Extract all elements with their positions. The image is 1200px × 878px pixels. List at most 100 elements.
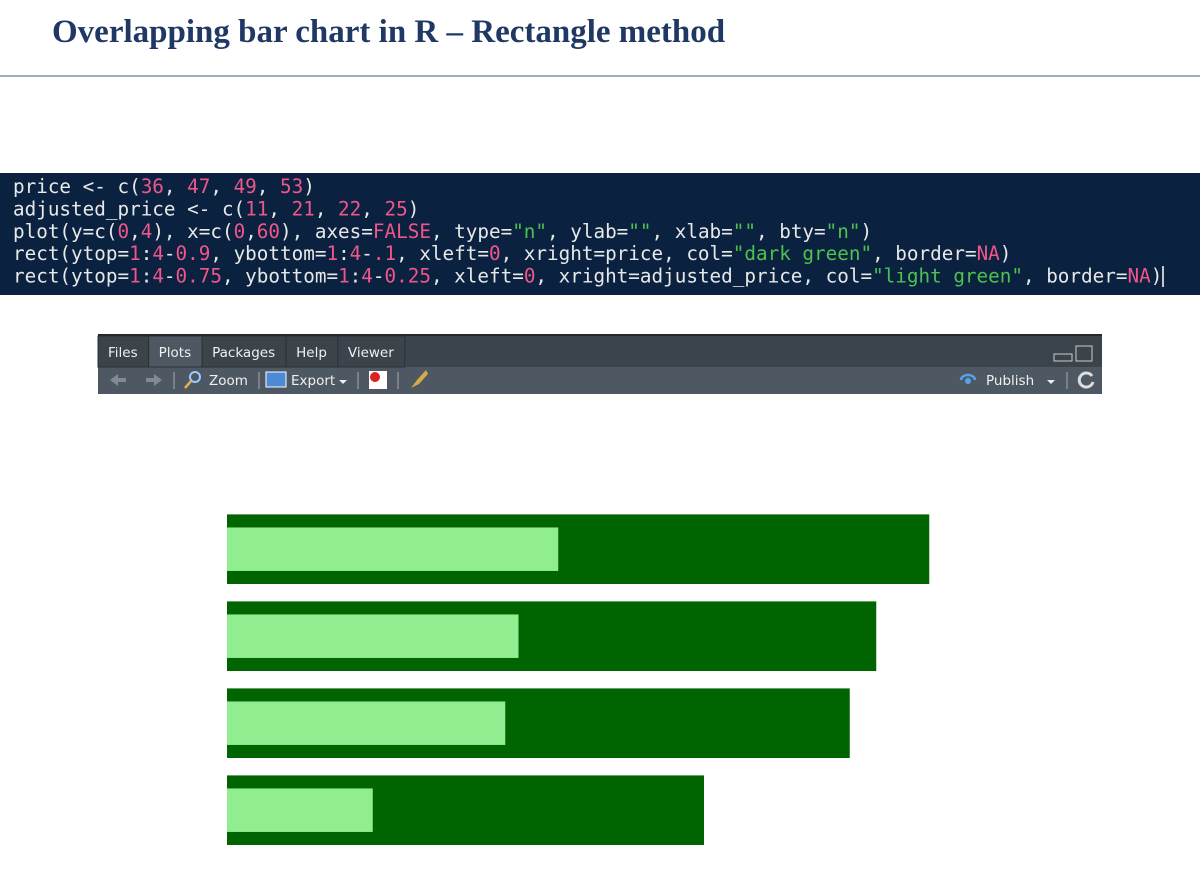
code-token: NA [1127, 265, 1151, 288]
publish-button[interactable]: Publish [986, 373, 1034, 389]
code-token: 4 [361, 265, 373, 288]
code-token: 4 [152, 242, 164, 265]
tab[interactable]: Plots [159, 345, 191, 361]
code-token: , ybottom= [222, 265, 338, 288]
back-icon[interactable] [110, 374, 126, 386]
remove-plot-icon-badge [370, 372, 380, 382]
code-token: , [210, 175, 233, 198]
code-token: , border= [1023, 265, 1127, 288]
tab[interactable]: Viewer [348, 345, 394, 361]
code-token: rect(ytop= [13, 242, 129, 265]
toolbar [98, 367, 1102, 394]
tab[interactable]: Files [108, 345, 138, 361]
code-token: plot(y=c( [13, 220, 117, 243]
code-token: 1 [326, 242, 338, 265]
code-token: , [257, 175, 280, 198]
code-token: ) [303, 175, 315, 198]
code-token: 1 [338, 265, 350, 288]
code-token: 0.75 [176, 265, 222, 288]
zoom-icon-handle [184, 380, 192, 389]
code-line: rect(ytop=1:4-0.9, ybottom=1:4-.1, xleft… [13, 242, 1011, 265]
code-token: "n" [826, 220, 861, 243]
code-token: , xleft= [431, 265, 524, 288]
code-token: : [350, 265, 362, 288]
code-line: rect(ytop=1:4-0.75, ybottom=1:4-0.25, xl… [13, 265, 1162, 288]
code-token: 4 [350, 242, 362, 265]
code-token: 22 [338, 197, 361, 220]
tab[interactable]: Packages [212, 345, 275, 361]
code-token: , ylab= [547, 220, 628, 243]
code-token: "light green" [872, 265, 1023, 288]
refresh-icon[interactable] [1077, 371, 1095, 389]
code-token: , xright=price, col= [501, 242, 733, 265]
code-token: 0.25 [385, 265, 431, 288]
code-token: - [373, 265, 385, 288]
zoom-icon[interactable] [189, 371, 201, 383]
code-token: "n" [512, 220, 547, 243]
code-token: , type= [431, 220, 512, 243]
code-line: plot(y=c(0,4), x=c(0,60), axes=FALSE, ty… [13, 220, 872, 243]
code-token: , border= [872, 242, 976, 265]
code-line: adjusted_price <- c(11, 21, 22, 25) [13, 197, 419, 220]
page-title: Overlapping bar chart in R – Rectangle m… [52, 14, 725, 50]
code-token: 49 [234, 175, 257, 198]
code-token: ), x=c( [152, 220, 233, 243]
code-token: , xleft= [396, 242, 489, 265]
minimize-icon[interactable] [1053, 353, 1073, 362]
code-token: : [338, 242, 350, 265]
code-token: , xright=adjusted_price, col= [535, 265, 872, 288]
publish-icon-dot [965, 378, 971, 384]
publish-icon[interactable] [959, 373, 977, 381]
code-token: , [315, 197, 338, 220]
code-block [0, 173, 1200, 295]
code-token: ), axes= [280, 220, 373, 243]
code-token: "dark green" [733, 242, 872, 265]
code-token: , xlab= [652, 220, 733, 243]
code-token: 53 [280, 175, 303, 198]
code-line: price <- c(36, 47, 49, 53) [13, 175, 315, 198]
code-token: ) [1151, 265, 1163, 288]
code-token: 1 [129, 265, 141, 288]
code-token: FALSE [373, 220, 431, 243]
code-token: 60 [257, 220, 280, 243]
code-token: , [245, 220, 257, 243]
tab-bar: Files Plots Packages Help Viewer [97, 335, 406, 368]
code-token: - [164, 265, 176, 288]
tab-background [201, 335, 287, 368]
tab-background [97, 335, 150, 368]
code-token: 36 [141, 175, 164, 198]
code-token: : [141, 265, 153, 288]
code-token: 0 [489, 242, 501, 265]
export-icon[interactable] [265, 371, 287, 388]
code-token: 0.9 [176, 242, 211, 265]
plot-area [227, 514, 930, 845]
maximize-icon[interactable] [1075, 345, 1093, 362]
code-token: , [164, 175, 187, 198]
code-token: ) [860, 220, 872, 243]
code-token: ) [408, 197, 420, 220]
code-token: , [268, 197, 291, 220]
bar [227, 701, 506, 745]
code-token: NA [977, 242, 1001, 265]
code-token: 25 [384, 197, 407, 220]
export-button[interactable]: Export [291, 373, 335, 389]
code-token: 0 [117, 220, 129, 243]
code-token: : [141, 242, 153, 265]
code-token: 11 [245, 197, 268, 220]
code-token: 0 [234, 220, 246, 243]
forward-icon[interactable] [146, 374, 162, 386]
zoom-button[interactable]: Zoom [209, 373, 248, 389]
bar [227, 614, 519, 658]
code-token: , ybottom= [210, 242, 326, 265]
code-token: "" [733, 220, 756, 243]
code-token: - [361, 242, 373, 265]
panel-border [98, 334, 1102, 336]
code-token: rect(ytop= [13, 265, 129, 288]
clear-icon[interactable] [411, 370, 428, 388]
code-token: 1 [129, 242, 141, 265]
tab[interactable]: Help [296, 345, 327, 361]
code-token: .1 [373, 242, 396, 265]
code-token: price <- c( [13, 175, 141, 198]
